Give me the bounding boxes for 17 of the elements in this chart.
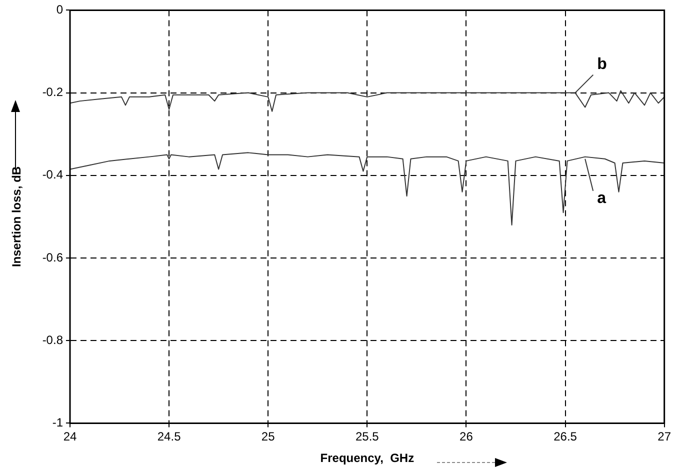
annotation: b (597, 56, 608, 74)
x-tick-label: 24.5 (157, 430, 182, 444)
y-axis-title: Insertion loss, dB (10, 166, 24, 268)
y-tick-label: -0.2 (42, 85, 64, 100)
x-tick-label: 25 (261, 430, 276, 444)
x-axis-title: Frequency, GHz (320, 451, 414, 466)
x-tick-label: 24 (63, 430, 77, 444)
y-tick-label: -1 (52, 416, 64, 430)
y-tick-label: 0 (56, 2, 64, 17)
y-tick-label: -0.4 (42, 168, 64, 182)
y-tick-label: -0.8 (42, 332, 64, 347)
annotation: a (597, 190, 606, 207)
y-tick-label: -0.6 (42, 250, 64, 264)
x-tick-label: 25.5 (355, 430, 380, 444)
x-tick-label: 26 (460, 430, 474, 444)
x-tick-label: 27 (658, 430, 672, 444)
x-tick-label: 26.5 (554, 430, 578, 444)
